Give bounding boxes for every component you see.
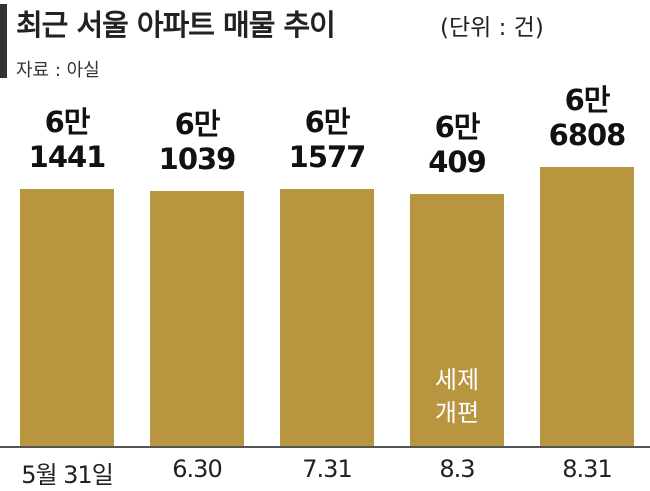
source-note: 자료 : 아실 <box>16 60 100 81</box>
baseline <box>0 446 650 448</box>
chart-title: 최근 서울 아파트 매물 추이 <box>16 8 336 42</box>
value-label: 6만 1039 <box>158 107 237 177</box>
value-label: 6만 409 <box>428 109 487 179</box>
bar <box>280 188 374 446</box>
title-decoration <box>0 4 7 78</box>
chart-subtitle: (단위 : 건) <box>440 15 544 41</box>
bar <box>540 167 634 446</box>
x-tick-label: 7.31 <box>302 455 352 483</box>
value-label: 6만 6808 <box>548 83 627 152</box>
value-label: 6만 1441 <box>28 105 107 175</box>
bar <box>20 189 114 446</box>
x-tick-label: 8.3 <box>439 455 475 483</box>
annotation: 세제 개편 <box>434 366 480 427</box>
x-tick-label: 6.30 <box>172 455 222 483</box>
bar <box>150 191 244 446</box>
x-tick-label: 8.31 <box>562 455 612 483</box>
bar <box>410 193 504 446</box>
x-tick-label: 5월 31일 <box>21 461 114 489</box>
value-label: 6만 1577 <box>288 104 367 174</box>
